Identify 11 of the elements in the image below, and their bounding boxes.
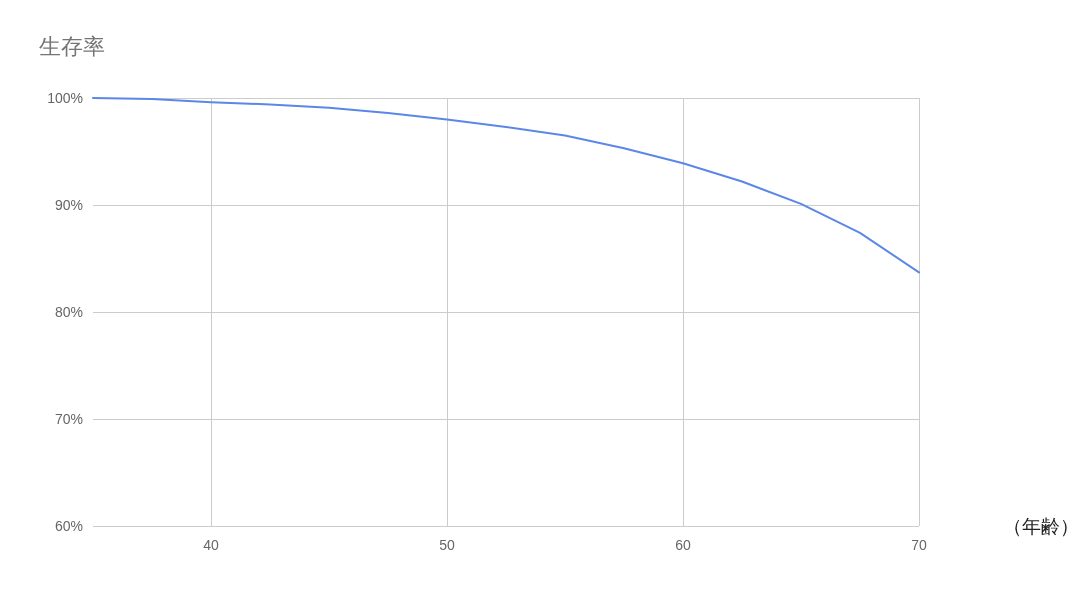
y-tick-label: 70% — [54, 411, 83, 427]
y-tick-label: 80% — [54, 304, 83, 320]
y-tick-label: 100% — [47, 90, 83, 106]
x-axis-title: （年齢） — [1003, 515, 1079, 537]
x-tick-label: 50 — [439, 537, 455, 553]
x-tick-label: 40 — [203, 537, 219, 553]
x-tick-label: 60 — [675, 537, 691, 553]
chart-title: 生存率 — [39, 33, 105, 59]
x-tick-label: 70 — [911, 537, 927, 553]
y-tick-label: 90% — [54, 197, 83, 213]
y-tick-label: 60% — [54, 518, 83, 534]
